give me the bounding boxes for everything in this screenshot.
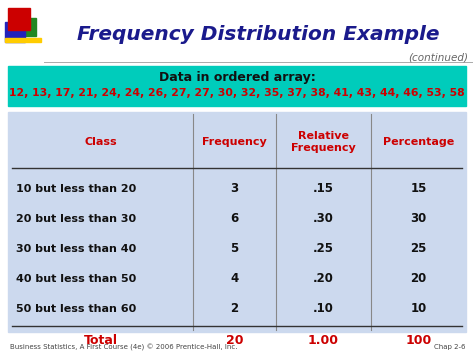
Text: Business Statistics, A First Course (4e) © 2006 Prentice-Hall, Inc.: Business Statistics, A First Course (4e)… bbox=[10, 343, 237, 351]
Text: Percentage: Percentage bbox=[383, 137, 454, 147]
Text: Class: Class bbox=[84, 137, 117, 147]
Text: .10: .10 bbox=[313, 302, 334, 316]
Text: Chap 2-6: Chap 2-6 bbox=[435, 344, 466, 350]
Text: .25: .25 bbox=[313, 242, 334, 256]
Text: 30 but less than 40: 30 but less than 40 bbox=[16, 244, 136, 254]
Text: Data in ordered array:: Data in ordered array: bbox=[159, 71, 315, 83]
Text: 50 but less than 60: 50 but less than 60 bbox=[16, 304, 136, 314]
Bar bbox=[8, 8, 30, 30]
Text: 40 but less than 50: 40 but less than 50 bbox=[16, 274, 136, 284]
Text: 10: 10 bbox=[410, 302, 427, 316]
Text: 4: 4 bbox=[230, 273, 238, 285]
Text: 10 but less than 20: 10 but less than 20 bbox=[16, 184, 136, 194]
Bar bbox=[5, 38, 41, 42]
Text: .20: .20 bbox=[313, 273, 334, 285]
Text: 15: 15 bbox=[410, 182, 427, 196]
Bar bbox=[5, 22, 25, 42]
Text: .30: .30 bbox=[313, 213, 334, 225]
Text: Frequency Distribution Example: Frequency Distribution Example bbox=[77, 24, 439, 44]
Bar bbox=[8, 66, 466, 106]
Text: (continued): (continued) bbox=[408, 52, 468, 62]
Text: 20: 20 bbox=[226, 333, 243, 346]
Bar bbox=[8, 112, 466, 332]
Text: 12, 13, 17, 21, 24, 24, 26, 27, 27, 30, 32, 35, 37, 38, 41, 43, 44, 46, 53, 58: 12, 13, 17, 21, 24, 24, 26, 27, 27, 30, … bbox=[9, 88, 465, 98]
Text: 2: 2 bbox=[230, 302, 238, 316]
Text: 6: 6 bbox=[230, 213, 238, 225]
Text: 25: 25 bbox=[410, 242, 427, 256]
Text: 3: 3 bbox=[230, 182, 238, 196]
Text: Frequency: Frequency bbox=[202, 137, 267, 147]
Text: 1.00: 1.00 bbox=[308, 333, 339, 346]
Text: 100: 100 bbox=[405, 333, 432, 346]
Text: Total: Total bbox=[83, 333, 118, 346]
Bar bbox=[20, 18, 36, 36]
Text: 20: 20 bbox=[410, 273, 427, 285]
Text: .15: .15 bbox=[313, 182, 334, 196]
Text: 20 but less than 30: 20 but less than 30 bbox=[16, 214, 136, 224]
Text: Relative
Frequency: Relative Frequency bbox=[291, 131, 356, 153]
Text: 5: 5 bbox=[230, 242, 238, 256]
Text: 30: 30 bbox=[410, 213, 427, 225]
